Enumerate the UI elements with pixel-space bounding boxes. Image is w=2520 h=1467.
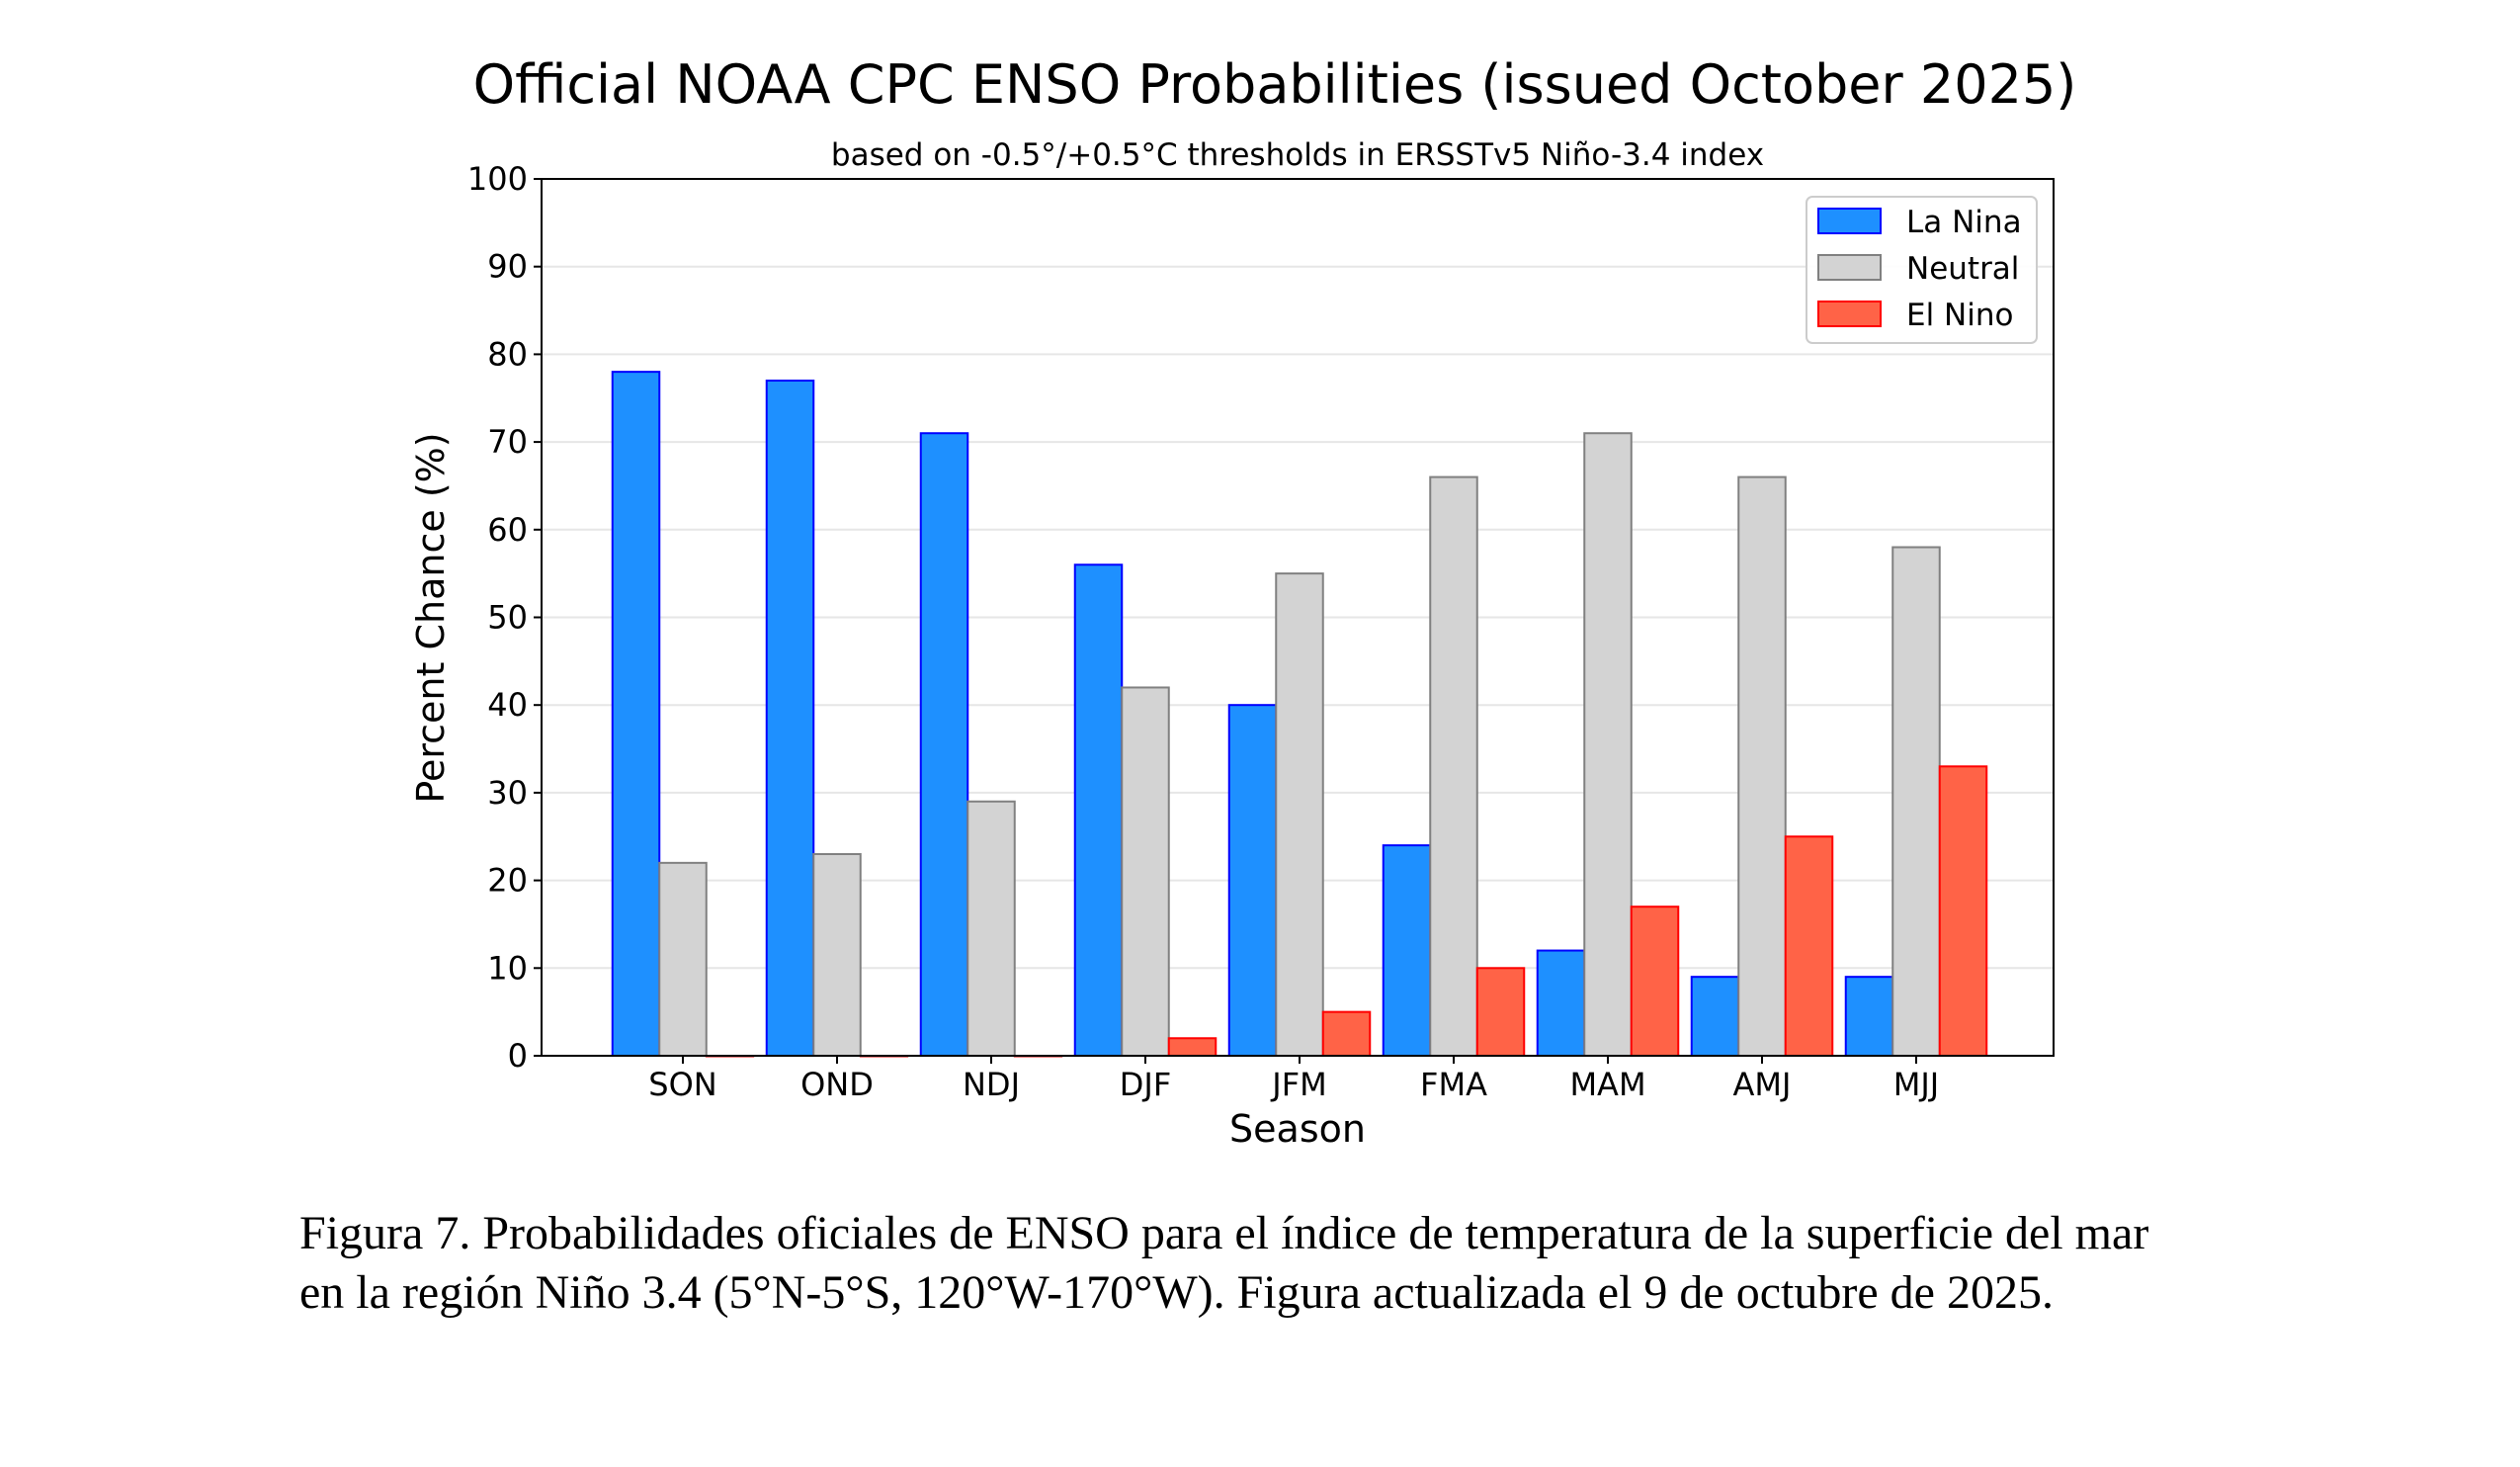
y-tick-label: 10 xyxy=(487,949,528,987)
bar-la-nina-fma xyxy=(1382,844,1432,1057)
chart-title: Official NOAA CPC ENSO Probabilities (is… xyxy=(473,53,2077,116)
enso-probability-chart: Official NOAA CPC ENSO Probabilities (is… xyxy=(409,53,2077,1151)
bar-la-nina-ond xyxy=(765,380,815,1057)
x-tick-label: MJJ xyxy=(1893,1066,1939,1103)
legend-swatch-el-nino xyxy=(1817,301,1882,327)
y-axis-label: Percent Chance (%) xyxy=(409,432,453,803)
x-tick-label: DJF xyxy=(1120,1066,1171,1103)
legend-label: Neutral xyxy=(1906,251,2019,287)
y-tick-label: 80 xyxy=(487,335,528,373)
bar-la-nina-amj xyxy=(1690,976,1740,1057)
x-tick-label: FMA xyxy=(1420,1066,1487,1103)
caption-line-1: Figura 7. Probabilidades oficiales de EN… xyxy=(299,1207,2149,1259)
y-axis-ticks: 0 10 20 30 40 50 60 70 80 90 100 xyxy=(467,160,542,1075)
bar-el-nino-mjj xyxy=(1938,765,1988,1057)
y-tick-label: 60 xyxy=(487,511,528,549)
chart-subtitle: based on -0.5°/+0.5°C thresholds in ERSS… xyxy=(831,137,1764,173)
bar-neutral-mjj xyxy=(1891,546,1941,1057)
bar-la-nina-jfm xyxy=(1227,704,1278,1057)
bar-la-nina-djf xyxy=(1073,563,1124,1058)
y-tick-label: 30 xyxy=(487,774,528,812)
x-tick-label: NDJ xyxy=(963,1066,1020,1103)
y-tick-label: 40 xyxy=(487,686,528,724)
legend: La Nina Neutral El Nino xyxy=(1806,196,2038,344)
x-axis-label: Season xyxy=(1229,1107,1366,1151)
bar-neutral-fma xyxy=(1429,475,1478,1057)
bar-neutral-mam xyxy=(1583,432,1633,1058)
x-tick-label: AMJ xyxy=(1733,1066,1792,1103)
legend-swatch-neutral xyxy=(1817,254,1882,281)
legend-label: El Nino xyxy=(1906,298,2013,333)
x-axis-ticks: SON OND NDJ DJF JFM FMA MAM AMJ MJJ xyxy=(648,1056,1939,1103)
x-tick-label: OND xyxy=(800,1066,874,1103)
legend-swatch-la-nina xyxy=(1817,208,1882,234)
bar-la-nina-son xyxy=(611,371,661,1057)
bar-neutral-ond xyxy=(812,852,862,1057)
y-tick-label: 70 xyxy=(487,423,528,461)
bar-neutral-amj xyxy=(1737,475,1787,1057)
bar-neutral-ndj xyxy=(966,800,1016,1058)
bar-neutral-jfm xyxy=(1275,572,1324,1058)
y-tick-label: 100 xyxy=(467,160,528,198)
bars xyxy=(611,371,1988,1058)
bar-el-nino-amj xyxy=(1784,835,1834,1057)
x-tick-label: MAM xyxy=(1569,1066,1645,1103)
bar-el-nino-djf xyxy=(1167,1037,1218,1058)
caption-line-2: en la región Niño 3.4 (5°N-5°S, 120°W-17… xyxy=(299,1266,2054,1319)
bar-neutral-son xyxy=(658,861,708,1057)
y-tick-label: 0 xyxy=(508,1037,528,1075)
bar-neutral-djf xyxy=(1121,686,1170,1058)
bar-la-nina-mjj xyxy=(1844,976,1894,1057)
x-tick-label: JFM xyxy=(1270,1066,1326,1103)
legend-label: La Nina xyxy=(1906,205,2022,240)
bar-la-nina-mam xyxy=(1536,949,1586,1057)
figure-caption: Figura 7. Probabilidades oficiales de EN… xyxy=(299,1204,2276,1323)
bar-el-nino-fma xyxy=(1475,967,1526,1057)
y-tick-label: 20 xyxy=(487,862,528,900)
y-tick-label: 50 xyxy=(487,599,528,637)
x-tick-label: SON xyxy=(648,1066,716,1103)
bar-el-nino-jfm xyxy=(1321,1010,1372,1058)
bar-la-nina-ndj xyxy=(919,432,969,1058)
bar-el-nino-mam xyxy=(1630,906,1680,1058)
y-tick-label: 90 xyxy=(487,248,528,286)
